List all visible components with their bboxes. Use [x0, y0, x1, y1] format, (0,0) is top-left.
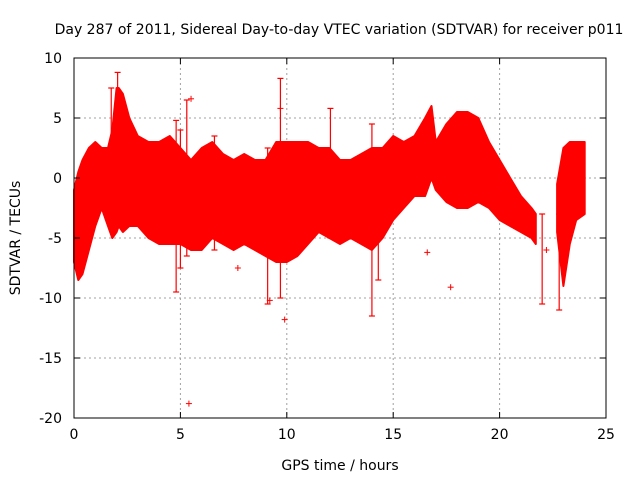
outlier-point — [277, 105, 284, 112]
y-tick-labels: -20 -15 -10 -5 0 5 10 — [39, 51, 62, 427]
error-spike — [368, 123, 375, 317]
outlier-point — [188, 95, 195, 102]
y-tick-label: -15 — [39, 351, 62, 367]
outlier-point — [447, 284, 454, 291]
x-tick-label: 15 — [384, 427, 402, 443]
data-band — [73, 87, 537, 281]
x-tick-label: 20 — [491, 427, 509, 443]
x-tick-label: 5 — [176, 427, 185, 443]
error-spike — [327, 107, 334, 239]
axis-ticks — [73, 57, 607, 419]
y-tick-label: 0 — [53, 171, 62, 187]
outlier-point — [185, 400, 192, 407]
outlier-point — [424, 249, 431, 256]
outlier-point — [234, 265, 241, 271]
error-spike — [556, 213, 563, 311]
y-tick-label: 5 — [53, 111, 62, 127]
outlier-point — [74, 253, 81, 259]
outlier-point — [543, 247, 550, 253]
data-layer — [73, 71, 586, 407]
y-tick-label: 10 — [44, 51, 62, 67]
x-tick-labels: 0 5 10 15 20 25 — [70, 427, 615, 443]
error-spike — [114, 71, 121, 155]
error-spike — [183, 99, 190, 257]
error-spike — [375, 153, 382, 281]
outlier-point — [281, 316, 288, 323]
y-axis-label: SDTVAR / TECUs — [8, 181, 24, 296]
x-tick-label: 25 — [597, 427, 615, 443]
x-axis-label: GPS time / hours — [281, 458, 398, 474]
error-spike — [539, 213, 546, 305]
error-spike — [108, 87, 115, 179]
error-spike — [211, 135, 218, 251]
x-tick-label: 0 — [70, 427, 79, 443]
error-spike — [277, 77, 284, 299]
error-spike — [173, 119, 180, 293]
y-tick-label: -20 — [39, 411, 62, 427]
x-tick-label: 10 — [278, 427, 296, 443]
chart-title: Day 287 of 2011, Sidereal Day-to-day VTE… — [55, 22, 624, 38]
data-band-late — [556, 141, 586, 287]
y-tick-label: -10 — [39, 291, 62, 307]
error-spike — [177, 129, 184, 269]
y-tick-label: -5 — [48, 231, 62, 247]
outlier-point — [266, 297, 273, 304]
error-spike — [264, 147, 271, 305]
